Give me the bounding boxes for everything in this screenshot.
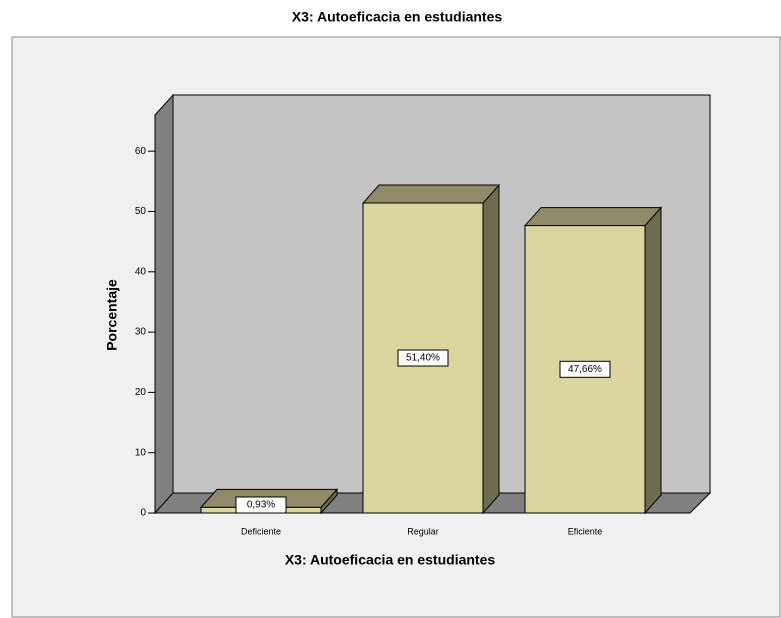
y-tick-label: 20 <box>135 387 147 398</box>
y-tick-label: 30 <box>135 327 147 338</box>
left-wall <box>154 93 174 515</box>
bar <box>523 206 663 515</box>
bar-top <box>523 207 663 227</box>
y-tick-label: 40 <box>135 266 147 277</box>
value-label-box <box>559 360 611 378</box>
y-tick-label: 10 <box>135 447 147 458</box>
bar-side <box>482 183 500 515</box>
value-label: 47,66% <box>568 364 602 375</box>
x-axis-title: X3: Autoeficacia en estudiantes <box>285 552 496 568</box>
value-label-box <box>235 496 287 514</box>
value-label: 0,93% <box>247 500 275 511</box>
y-tick-label: 0 <box>140 508 146 519</box>
x-tick-label: Deficiente <box>241 526 281 536</box>
x-tick-label: Eficiente <box>568 526 603 536</box>
bar <box>199 488 339 515</box>
y-tick-label: 50 <box>135 206 147 217</box>
bar-side <box>644 206 662 515</box>
value-label-box <box>397 349 449 367</box>
x-tick-label: Regular <box>407 526 439 536</box>
y-tick-label: 60 <box>135 146 147 157</box>
bar-top <box>361 184 501 204</box>
y-axis-title: Porcentaje <box>104 279 120 351</box>
chart-title: X3: Autoeficacia en estudiantes <box>292 9 503 25</box>
value-label: 51,40% <box>406 353 440 364</box>
bar <box>361 183 501 515</box>
